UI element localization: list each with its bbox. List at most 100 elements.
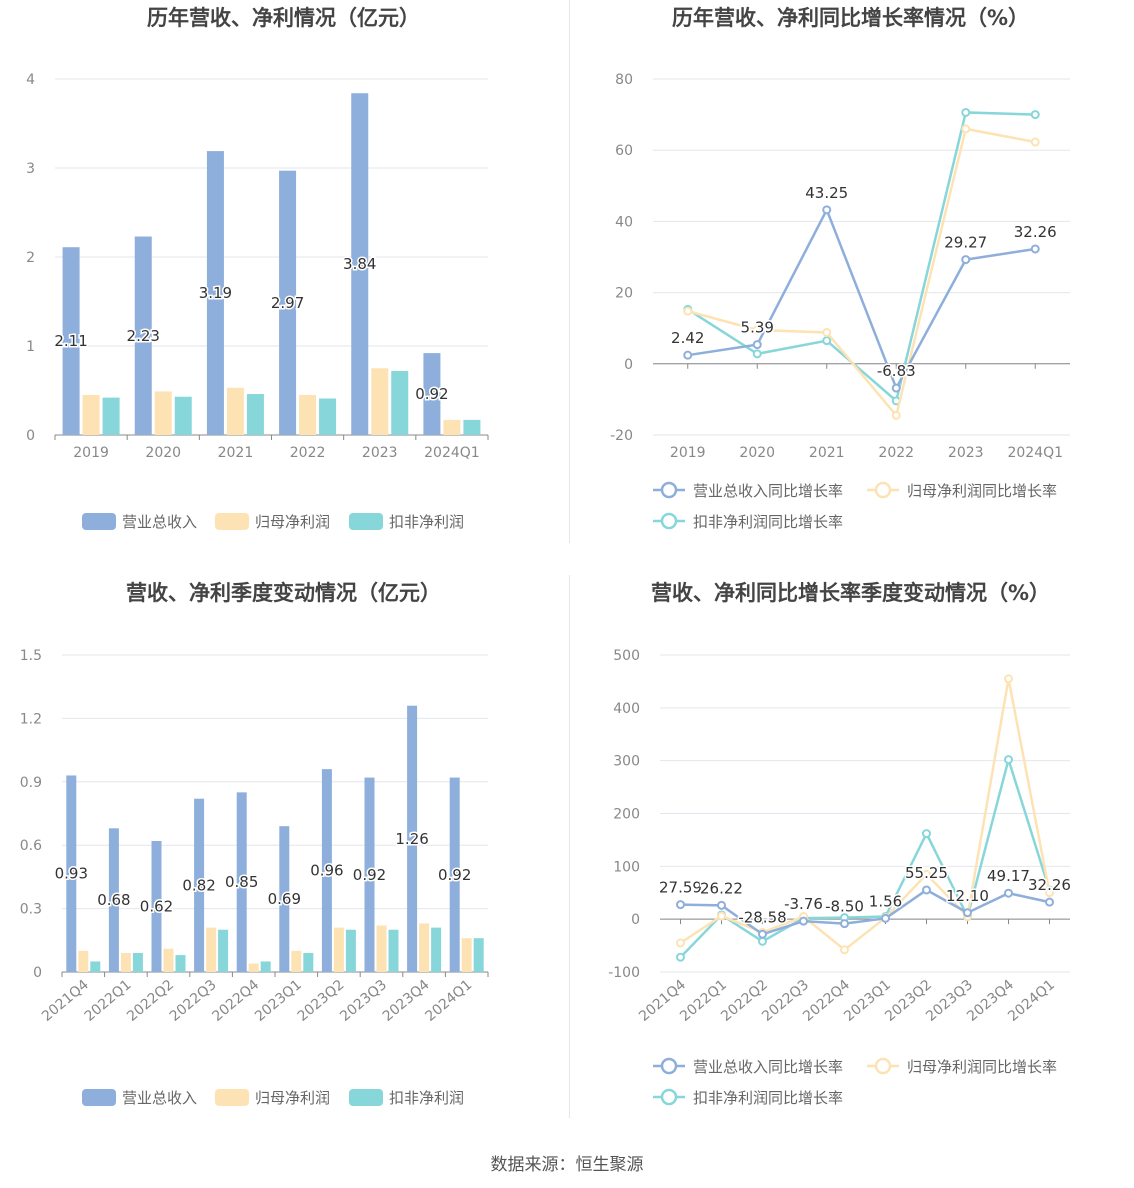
data-label: 0.69 [268, 890, 301, 908]
bar-revenue [62, 247, 80, 435]
bar-revenue [151, 840, 162, 972]
bar-revenue [134, 236, 152, 435]
bar-net-profit [78, 950, 89, 972]
x-tick-label: 2023Q3 [337, 977, 390, 1025]
bar-revenue [449, 777, 460, 972]
data-label: 0.96 [310, 862, 343, 880]
bar-deducted-profit [473, 938, 484, 972]
chart-title: 历年营收、净利同比增长率情况（%） [671, 6, 1030, 30]
quarterly-growth-rate-chart: 营收、净利同比增长率季度变动情况（%） -100 0 100 200 300 400 500… [567, 575, 1134, 1130]
y-tick-label: 0.3 [20, 902, 42, 918]
bar-revenue [321, 769, 332, 972]
bar-deducted-profit [218, 929, 229, 972]
y-tick-label: 1.5 [20, 648, 42, 664]
y-tick-label: 1.2 [20, 711, 42, 727]
data-label: 1.56 [869, 892, 902, 910]
legend-swatch [349, 1089, 383, 1106]
data-point [840, 945, 849, 955]
data-point [758, 936, 767, 946]
bar-revenue [66, 775, 77, 972]
data-label: 29.27 [944, 234, 987, 252]
x-tick-label: 2021Q4 [39, 977, 92, 1025]
bar-deducted-profit [463, 419, 481, 435]
y-tick-label: 60 [615, 143, 633, 159]
legend-label: 扣非净利润同比增长率 [693, 1089, 843, 1107]
panel-divider [569, 575, 570, 1118]
bar-deducted-profit [132, 952, 143, 972]
x-tick-label: 2022Q4 [209, 977, 262, 1025]
data-label: 32.26 [1028, 876, 1071, 894]
x-tick-label: 2022 [290, 445, 326, 461]
data-point [717, 900, 726, 910]
bar-deducted-profit [260, 961, 271, 972]
bar-net-profit [371, 368, 389, 435]
bar-deducted-profit [303, 952, 314, 972]
quarterly-revenue-profit-chart: 营收、净利季度变动情况（亿元） 0 0.3 0.6 0.9 1.2 1.5 2021Q4 20… [0, 575, 567, 1130]
data-label: 0.92 [438, 866, 471, 884]
x-tick-label: 2019 [73, 445, 109, 461]
data-point [1045, 897, 1054, 907]
data-source: 数据来源：恒生聚源 [490, 1155, 644, 1175]
legend-marker [660, 481, 678, 499]
legend-label: 归母净利润同比增长率 [907, 1058, 1057, 1076]
x-tick-label: 2021 [218, 445, 254, 461]
bar-net-profit [154, 391, 172, 435]
bar-net-profit [163, 948, 174, 972]
bar-net-profit [206, 927, 217, 972]
chart-canvas: -10001002003004005002021Q42022Q12022Q220… [608, 648, 1072, 1107]
bar-deducted-profit [246, 394, 264, 435]
data-label: 5.39 [741, 319, 774, 337]
data-label: -8.50 [825, 898, 864, 916]
legend-label: 归母净利润 [255, 1089, 330, 1107]
y-tick-label: 400 [613, 701, 640, 717]
x-tick-label: 2023 [948, 445, 984, 461]
legend-label: 归母净利润 [255, 513, 330, 531]
data-point [822, 205, 832, 215]
data-point [922, 869, 931, 879]
x-tick-label: 2022 [878, 445, 914, 461]
data-point [840, 919, 849, 929]
data-label: 1.26 [395, 830, 428, 848]
x-tick-label: 2020 [145, 445, 181, 461]
x-tick-label: 2022Q2 [124, 977, 177, 1025]
y-tick-label: 1 [26, 339, 35, 355]
bar-net-profit [443, 419, 461, 435]
y-tick-label: 200 [613, 807, 640, 823]
chart-title: 历年营收、净利情况（亿元） [147, 6, 420, 30]
y-tick-label: 2 [26, 250, 35, 266]
chart-canvas: -20 0 20 40 60 80 2019 2020 2021 2022 2023 2024Q1 2.… [610, 72, 1070, 531]
x-tick-label: 2019 [670, 445, 706, 461]
bar-net-profit [299, 394, 317, 435]
data-label: 32.26 [1014, 223, 1057, 241]
y-tick-label: 80 [615, 72, 633, 88]
data-point [963, 908, 972, 918]
data-label: 27.59 [659, 879, 702, 897]
data-point [961, 255, 971, 265]
data-point [752, 325, 762, 335]
data-point [891, 410, 901, 420]
data-label: 0.92 [353, 866, 386, 884]
data-point [1030, 110, 1040, 120]
x-tick-label: 2020 [739, 445, 775, 461]
bar-revenue [236, 792, 247, 972]
y-tick-label: 20 [615, 286, 633, 302]
y-tick-label: 500 [613, 648, 640, 664]
bar-net-profit [248, 963, 259, 972]
y-tick-label: 4 [26, 72, 35, 88]
series-line [687, 127, 1036, 419]
legend-label: 扣非净利润 [389, 513, 464, 531]
legend-swatch [215, 513, 249, 530]
data-label: 55.25 [905, 864, 948, 882]
data-label: 0.93 [55, 865, 88, 883]
legend-label: 营业总收入 [122, 513, 197, 531]
chart-canvas: 0 1 2 3 4 2019 2020 2021 2022 2023 2024Q1 2.11 2.23 3… [26, 72, 489, 531]
bar-revenue [194, 798, 205, 972]
bar-deducted-profit [90, 961, 101, 972]
chart-canvas: 0 0.3 0.6 0.9 1.2 1.5 2021Q42022Q12022Q22022Q3… [20, 648, 489, 1107]
data-label: 26.22 [700, 879, 743, 897]
series-line [679, 678, 1051, 952]
data-point [822, 336, 832, 346]
data-point [683, 306, 693, 316]
bar-net-profit [376, 925, 387, 972]
data-label: 3.84 [343, 255, 376, 273]
